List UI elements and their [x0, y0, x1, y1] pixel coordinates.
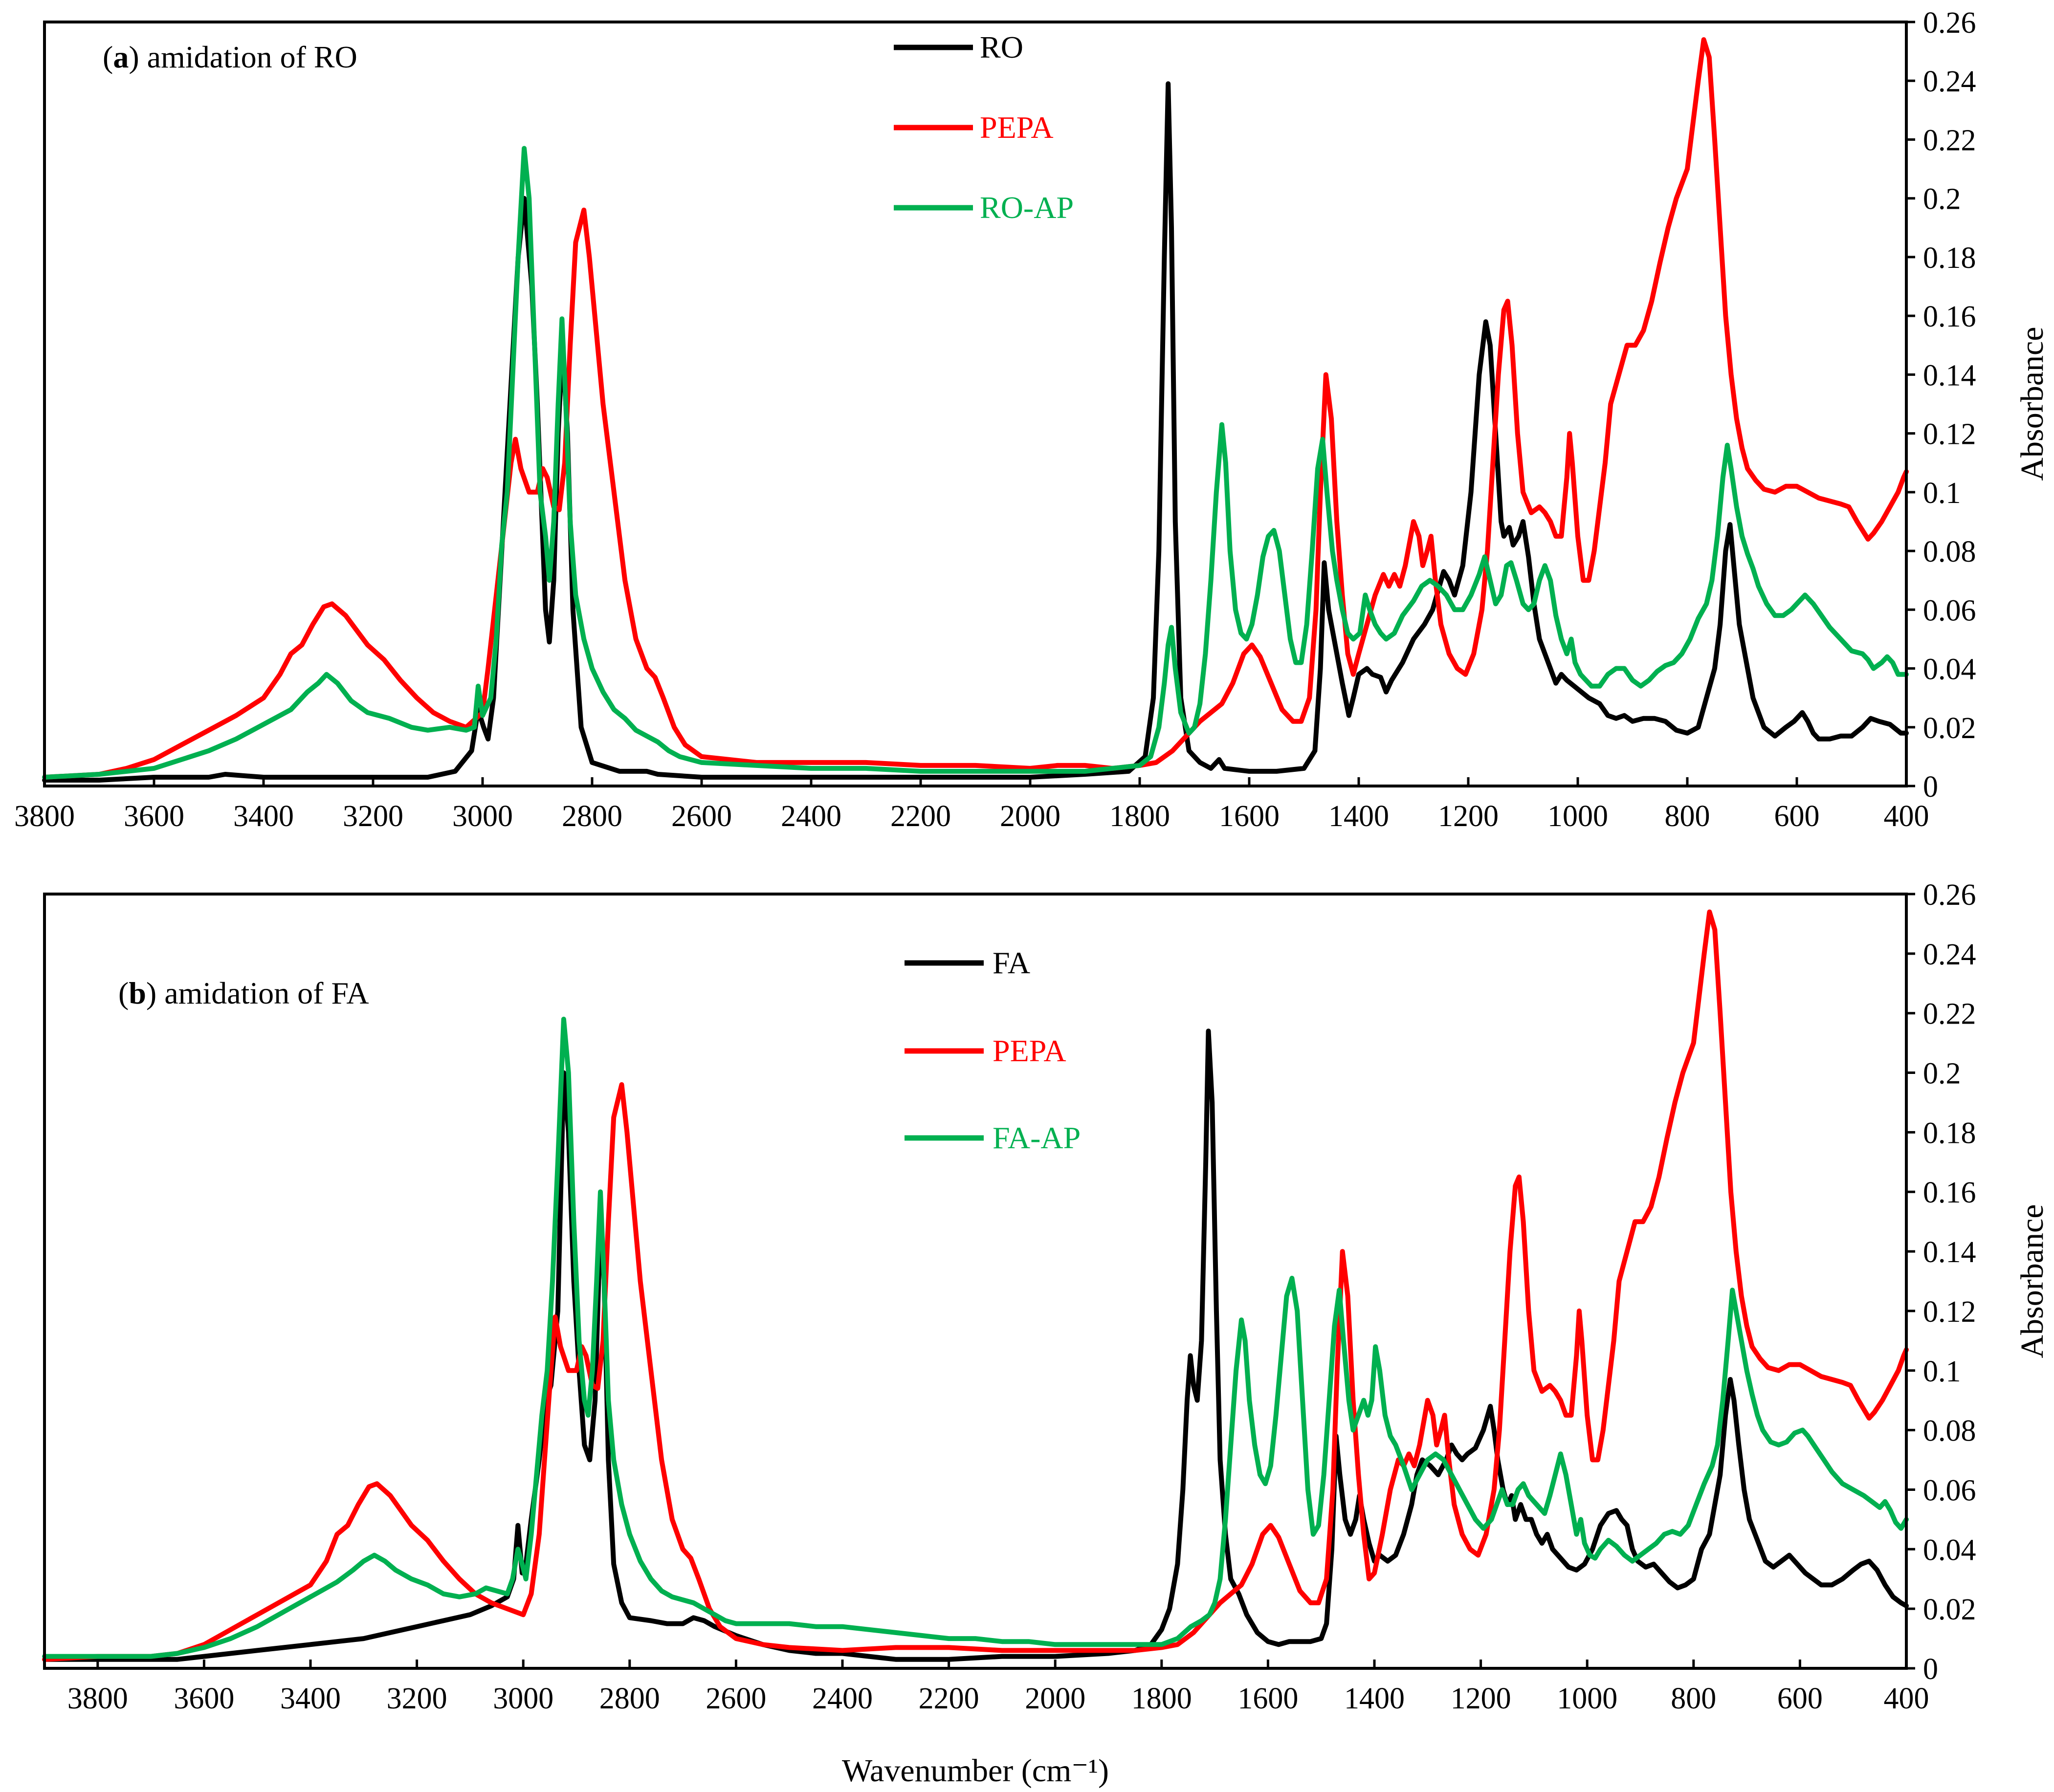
y-tick-label-a-2: 0.04: [1923, 653, 1976, 686]
x-tick-label-a-3600: 3600: [124, 800, 184, 833]
y-tick-label-a-0: 0: [1923, 770, 1938, 804]
y-tick-label-b-7: 0.14: [1923, 1236, 1976, 1269]
x-tick-label-a-600: 600: [1774, 800, 1820, 833]
y-tick-label-a-6: 0.12: [1923, 418, 1976, 451]
y-tick-label-a-8: 0.16: [1923, 300, 1976, 333]
x-tick-label-a-2000: 2000: [1000, 800, 1060, 833]
x-tick-label-b-2400: 2400: [812, 1682, 873, 1715]
legend-label-fa-ap: FA-AP: [993, 1120, 1081, 1155]
legend-label-ro-ap: RO-AP: [980, 190, 1074, 225]
y-tick-label-a-3: 0.06: [1923, 594, 1976, 627]
y-tick-label-a-13: 0.26: [1923, 6, 1976, 40]
x-tick-label-b-2000: 2000: [1025, 1682, 1085, 1715]
series-line-ro-ap-a: [42, 146, 1909, 780]
x-tick-label-b-1600: 1600: [1237, 1682, 1298, 1715]
x-tick-label-a-1000: 1000: [1547, 800, 1608, 833]
x-tick-label-b-2600: 2600: [706, 1682, 766, 1715]
x-tick-label-b-3000: 3000: [493, 1682, 553, 1715]
panel-letter-a: a: [113, 40, 129, 74]
series-line-ro-a: [42, 81, 1909, 783]
y-tick-label-a-4: 0.08: [1923, 535, 1976, 568]
x-tick-label-b-800: 800: [1671, 1682, 1716, 1715]
y-tick-label-a-5: 0.1: [1923, 477, 1961, 510]
y-tick-label-b-2: 0.04: [1923, 1533, 1976, 1567]
y-tick-label-b-5: 0.1: [1923, 1355, 1961, 1388]
y-tick-label-b-4: 0.08: [1923, 1415, 1976, 1448]
legend-label-ro: RO: [980, 30, 1023, 65]
x-tick-label-a-3200: 3200: [343, 800, 403, 833]
x-tick-label-a-800: 800: [1665, 800, 1710, 833]
panel-title-text-b: ) amidation of FA: [146, 976, 369, 1010]
x-tick-label-a-1600: 1600: [1219, 800, 1280, 833]
x-tick-label-b-3200: 3200: [387, 1682, 447, 1715]
y-tick-label-b-1: 0.02: [1923, 1593, 1976, 1626]
x-tick-label-b-600: 600: [1777, 1682, 1823, 1715]
x-tick-label-a-3400: 3400: [233, 800, 294, 833]
y-tick-label-a-12: 0.24: [1923, 65, 1976, 98]
y-tick-label-a-10: 0.2: [1923, 183, 1961, 216]
x-tick-label-a-2600: 2600: [671, 800, 732, 833]
x-tick-label-a-1800: 1800: [1109, 800, 1170, 833]
x-tick-label-b-2200: 2200: [919, 1682, 979, 1715]
panel-title-text-a: ) amidation of RO: [129, 40, 357, 74]
y-tick-label-b-3: 0.06: [1923, 1474, 1976, 1507]
y-tick-label-a-9: 0.18: [1923, 241, 1976, 275]
x-tick-label-a-2400: 2400: [781, 800, 841, 833]
x-tick-label-b-1800: 1800: [1131, 1682, 1192, 1715]
plot-frame-a: [43, 21, 1908, 787]
x-tick-label-a-3000: 3000: [452, 800, 513, 833]
y-tick-label-b-12: 0.24: [1923, 938, 1976, 971]
x-tick-label-a-2200: 2200: [890, 800, 951, 833]
y-tick-label-b-8: 0.16: [1923, 1176, 1976, 1209]
legend-a: RO PEPA RO-AP: [894, 30, 1074, 225]
legend-label-pepa-b: PEPA: [993, 1033, 1066, 1068]
y-tick-label-b-11: 0.22: [1923, 998, 1976, 1031]
y-tick-label-b-9: 0.18: [1923, 1116, 1976, 1150]
panel-title-b: (b) amidation of FA: [118, 976, 369, 1010]
legend-b: FA PEPA FA-AP: [905, 945, 1081, 1155]
panel-a: 3800 3600 3400 3200 3000 2800 2600 2400 2200 2000…: [14, 6, 2050, 833]
y-tick-label-b-6: 0.12: [1923, 1295, 1976, 1329]
series-line-fa-ap-b: [42, 1016, 1909, 1659]
panel-letter-b: b: [129, 976, 146, 1010]
x-axis-title: Wavenumber (cm⁻¹): [842, 1753, 1109, 1789]
x-tick-label-b-3400: 3400: [280, 1682, 341, 1715]
x-tick-label-b-2800: 2800: [599, 1682, 660, 1715]
x-tick-label-a-1200: 1200: [1438, 800, 1499, 833]
x-tick-label-b-400: 400: [1884, 1682, 1929, 1715]
plot-frame-b: [43, 893, 1908, 1670]
y-tick-label-a-1: 0.02: [1923, 712, 1976, 745]
x-tick-label-b-1000: 1000: [1557, 1682, 1617, 1715]
x-tick-label-a-2800: 2800: [562, 800, 622, 833]
y-axis-title-a: Absorbance: [2014, 327, 2050, 481]
legend-label-pepa: PEPA: [980, 110, 1054, 145]
series-line-pepa-b: [42, 909, 1909, 1662]
y-tick-label-b-13: 0.26: [1923, 878, 1976, 912]
x-tick-label-a-3800: 3800: [14, 800, 75, 833]
y-tick-label-a-7: 0.14: [1923, 359, 1976, 392]
series-line-pepa-a: [42, 37, 1909, 780]
y-tick-label-a-11: 0.22: [1923, 124, 1976, 157]
x-tick-label-b-3800: 3800: [67, 1682, 128, 1715]
x-tick-label-a-1400: 1400: [1328, 800, 1389, 833]
y-tick-label-b-10: 0.2: [1923, 1057, 1961, 1091]
x-tick-label-b-3600: 3600: [174, 1682, 234, 1715]
panel-b: 3800 3600 3400 3200 3000 2800 2600 2400 2200 2000…: [42, 878, 2050, 1715]
x-tick-label-b-1200: 1200: [1451, 1682, 1511, 1715]
x-tick-label-a-400: 400: [1884, 800, 1929, 833]
panel-title-a: (a) amidation of RO: [103, 40, 357, 74]
legend-label-fa: FA: [993, 945, 1030, 980]
y-axis-title-b: Absorbance: [2014, 1204, 2050, 1358]
y-tick-label-b-0: 0: [1923, 1653, 1938, 1686]
x-tick-label-b-1400: 1400: [1344, 1682, 1405, 1715]
